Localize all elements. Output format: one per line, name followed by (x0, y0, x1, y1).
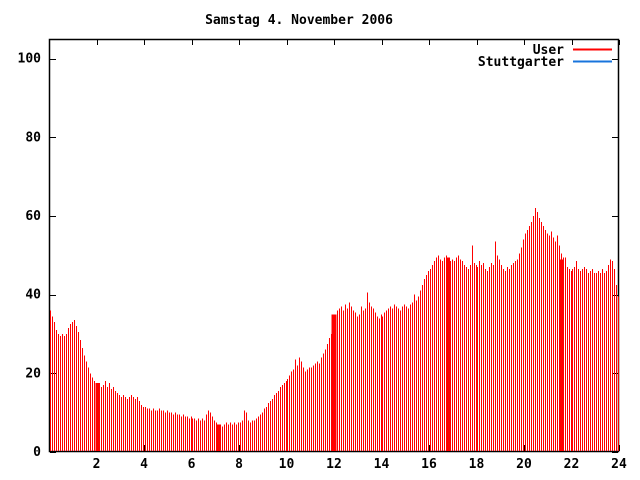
solid-bar-patch (95, 383, 100, 451)
y-tick-label: 0 (33, 445, 41, 460)
x-tick-label: 16 (421, 457, 437, 472)
y-tick-label: 100 (18, 52, 42, 67)
solid-bar-patch (559, 259, 565, 451)
x-tick-label: 18 (469, 457, 485, 472)
x-tick-label: 10 (279, 457, 295, 472)
x-tick-label: 12 (326, 457, 342, 472)
plot-border (48, 38, 620, 453)
x-tick-label: 20 (516, 457, 532, 472)
solid-bar-patch (445, 257, 451, 451)
x-tick-label: 24 (611, 457, 627, 472)
x-tick-label: 2 (93, 457, 101, 472)
legend: User Stuttgarter (478, 43, 612, 70)
x-tick-label: 6 (188, 457, 196, 472)
x-tick-label: 22 (564, 457, 580, 472)
y-tick-label: 80 (25, 130, 41, 145)
legend-user-label: User (533, 43, 564, 58)
x-tick-label: 8 (235, 457, 243, 472)
solid-bar-patch (216, 424, 221, 451)
bars-user-series (50, 208, 619, 451)
solid-bar-patch (331, 314, 337, 451)
y-tick-label: 20 (25, 366, 41, 381)
chart-title: Samstag 4. November 2006 (205, 13, 393, 28)
x-tick-label: 14 (374, 457, 390, 472)
y-tick-label: 60 (25, 209, 41, 224)
legend-stuttgarter-label: Stuttgarter (478, 55, 564, 70)
y-tick-label: 40 (25, 288, 41, 303)
x-tick-label: 4 (140, 457, 148, 472)
